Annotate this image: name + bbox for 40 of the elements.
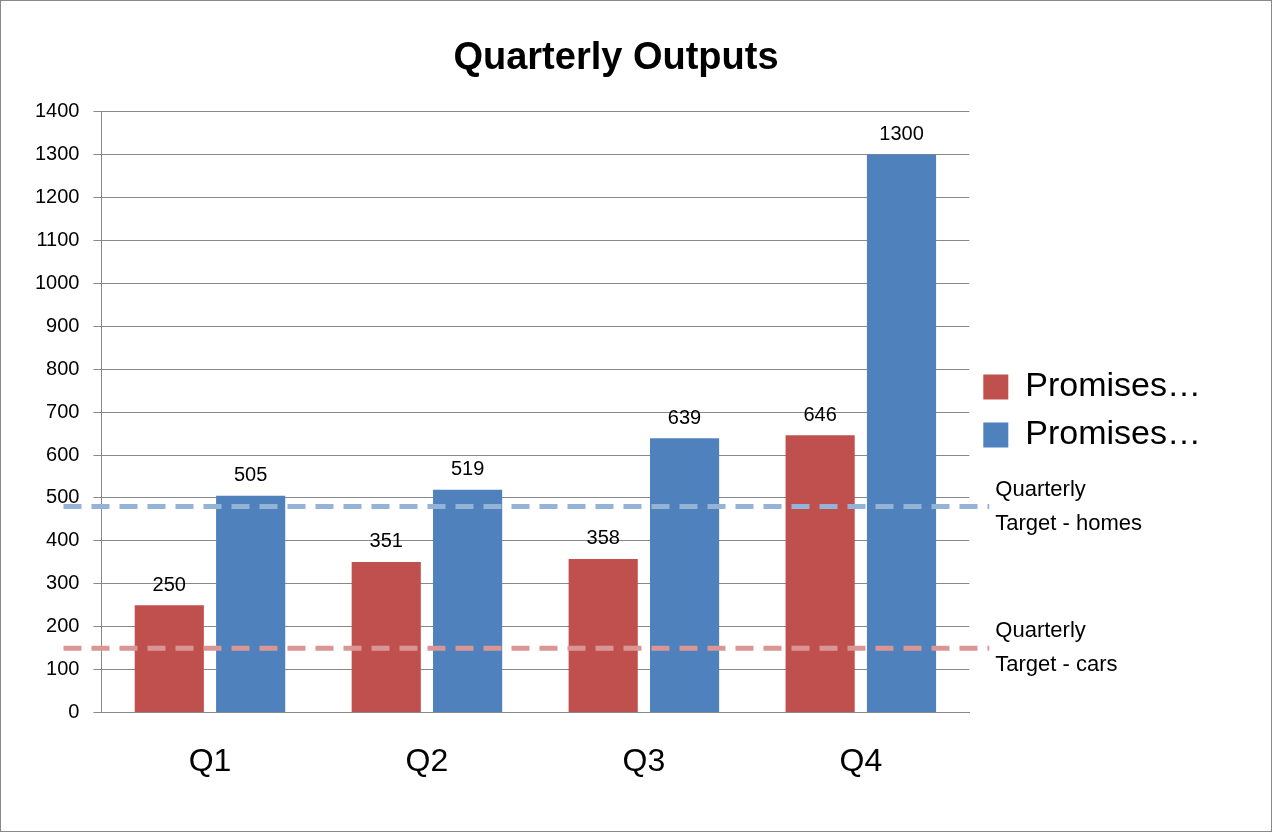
y-tick-label: 1200 (34, 184, 80, 207)
x-tick-label: Q3 (622, 741, 666, 778)
data-label: 250 (152, 572, 186, 595)
bar (134, 605, 204, 713)
y-tick-label: 700 (46, 399, 80, 422)
bar (866, 154, 937, 713)
bar (433, 489, 503, 713)
y-tick-label: 0 (68, 700, 80, 723)
x-tick-label: Q2 (405, 741, 449, 778)
y-tick-label: 1300 (34, 142, 80, 165)
bar (216, 495, 286, 713)
y-tick-label: 800 (46, 356, 80, 379)
bar (649, 438, 720, 713)
y-tick-label: 300 (46, 571, 80, 594)
y-tick-label: 100 (46, 657, 80, 680)
y-tick-label: 900 (46, 313, 80, 336)
data-label: 358 (586, 526, 620, 549)
ref-line-label: Quarterly Target - homes (995, 475, 1143, 535)
bar (351, 561, 421, 713)
y-tick-label: 1000 (34, 270, 80, 293)
y-tick-label: 400 (46, 528, 80, 551)
data-label: 351 (369, 529, 403, 552)
data-label: 519 (450, 457, 485, 480)
data-label: 646 (803, 402, 837, 425)
y-tick-label: 1100 (36, 227, 80, 250)
legend-label: Promises… (1025, 413, 1202, 452)
chart-title: Quarterly Outputs (453, 35, 779, 78)
bar (785, 435, 855, 713)
y-tick-label: 1400 (34, 99, 80, 122)
y-tick-label: 600 (46, 442, 80, 465)
data-label: 1300 (879, 122, 924, 145)
y-tick-label: 200 (46, 614, 80, 637)
y-tick-label: 500 (46, 485, 80, 508)
data-label: 505 (233, 463, 268, 486)
x-tick-label: Q4 (839, 741, 883, 778)
bar (568, 558, 638, 713)
legend-label: Promises… (1025, 365, 1202, 404)
x-tick-label: Q1 (188, 741, 232, 778)
ref-line-label: Quarterly Target - cars (995, 617, 1118, 677)
data-label: 639 (667, 405, 702, 428)
